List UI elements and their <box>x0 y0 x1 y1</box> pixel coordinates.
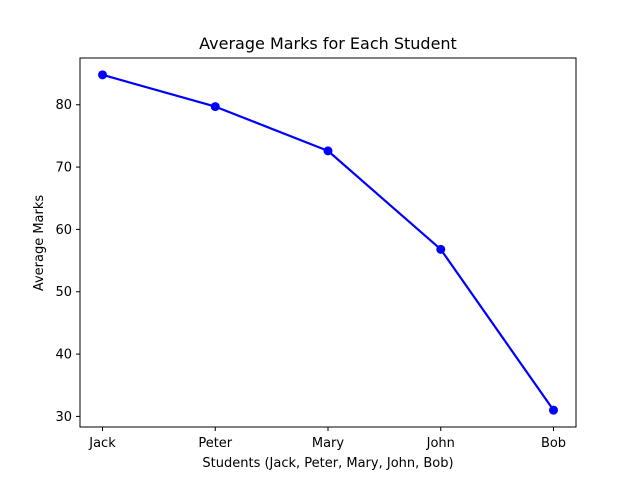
y-axis-label: Average Marks <box>32 195 47 292</box>
y-tick-label: 60 <box>55 223 72 238</box>
x-axis-ticks: Jack Peter Mary John Bob <box>88 427 566 451</box>
y-tick-label: 80 <box>55 98 72 113</box>
x-axis-label: Students (Jack, Peter, Mary, John, Bob) <box>202 456 453 471</box>
y-tick-label: 40 <box>55 348 72 363</box>
data-point-john <box>436 244 446 254</box>
axes: Jack Peter Mary John Bob 30 40 50 60 70 80 <box>55 57 577 451</box>
y-tick-label: 50 <box>55 285 72 300</box>
y-axis-ticks: 30 40 50 60 70 80 <box>55 98 80 425</box>
x-tick-label: Mary <box>312 436 345 451</box>
y-tick-label: 70 <box>55 161 72 176</box>
x-tick-label: Jack <box>88 436 116 451</box>
data-point-mary <box>323 146 333 156</box>
chart-title: Average Marks for Each Student <box>199 34 457 53</box>
y-tick-label: 30 <box>55 410 72 425</box>
data-point-bob <box>549 405 558 415</box>
data-point-peter <box>210 102 220 112</box>
series-group <box>98 70 558 415</box>
x-tick-label: John <box>426 436 455 451</box>
x-tick-label: Bob <box>541 436 566 451</box>
data-point-jack <box>98 70 107 80</box>
x-tick-label: Peter <box>198 436 232 451</box>
